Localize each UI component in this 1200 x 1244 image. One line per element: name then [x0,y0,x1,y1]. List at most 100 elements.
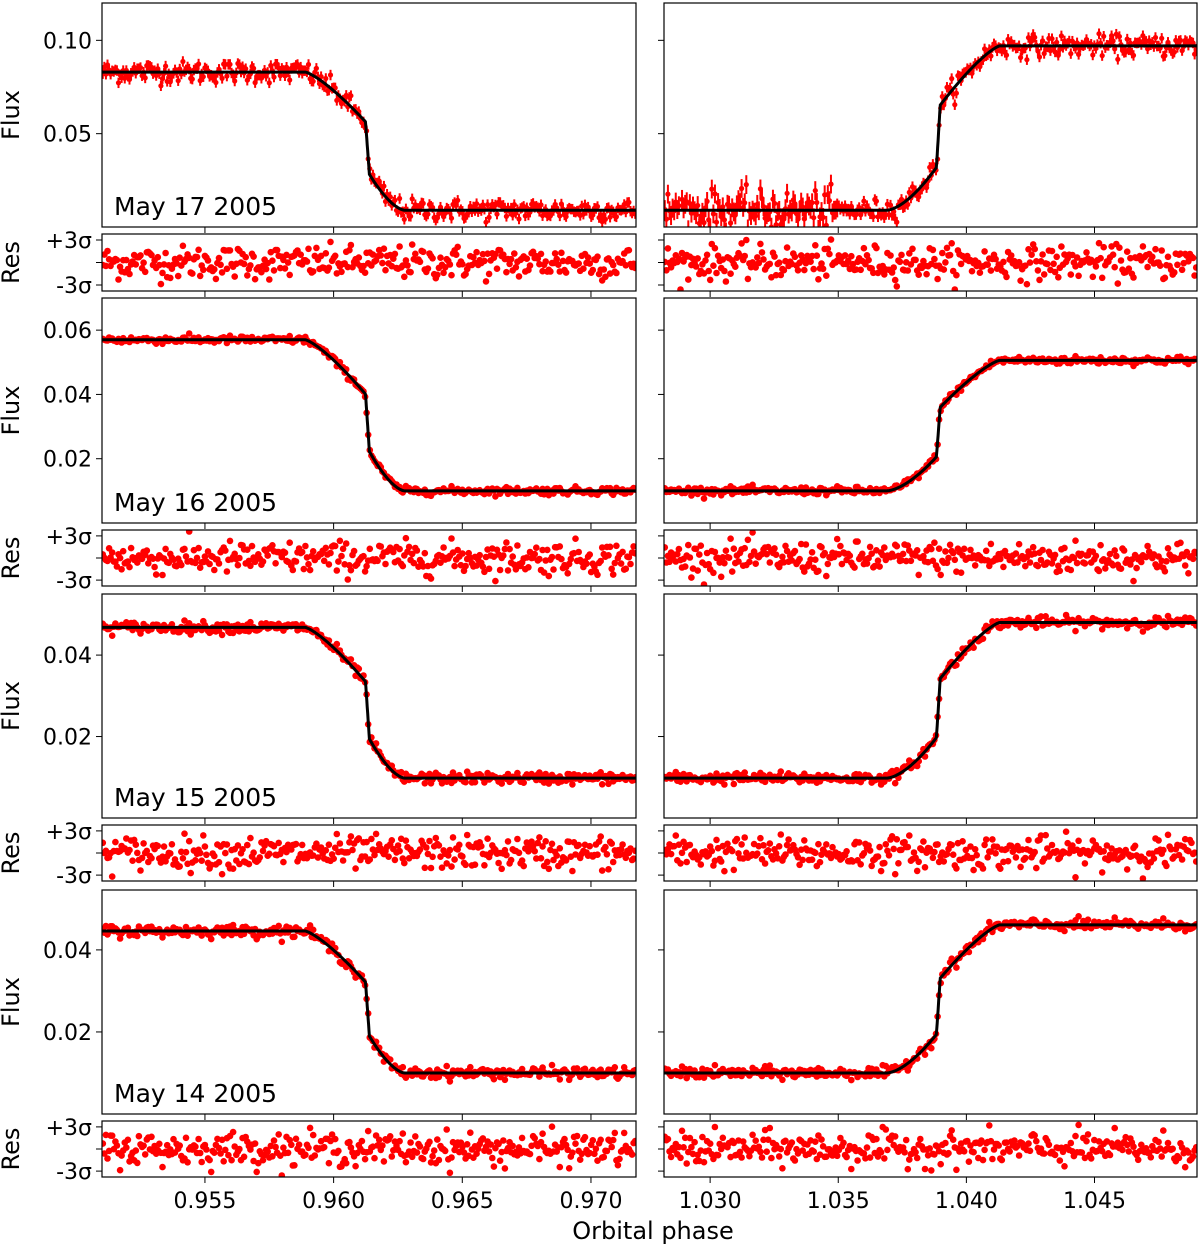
residual-point [404,262,411,269]
residual-point [1031,245,1038,253]
residual-point [1161,568,1169,575]
residual-point [1167,846,1175,853]
data-point [420,200,426,206]
residual-point [270,842,278,850]
residual-point [929,246,937,254]
data-point [613,214,620,220]
residual-point [344,263,352,271]
residual-point [1070,554,1078,562]
residual-point [1017,277,1024,285]
residual-point [234,842,242,849]
residual-point [1174,261,1181,269]
data-point [700,495,708,502]
residual-point [782,851,789,858]
residual-point [1192,264,1197,271]
residual-point [764,847,772,854]
residual-point [957,260,965,268]
residual-point [1000,563,1007,571]
residual-point [934,841,941,848]
residual-point [752,560,759,567]
residual-point [617,560,625,567]
residual-point [928,545,935,553]
residual-point [812,849,819,857]
residual-point [322,250,330,257]
residual-point [553,852,560,859]
residual-point [366,856,374,863]
residual-point [523,554,531,561]
residual-point [717,858,725,865]
data-point [1171,49,1177,55]
residual-point [281,549,289,556]
residual-point [942,548,949,555]
residual-point [1040,271,1048,278]
residual-point [504,838,512,845]
data-point [753,213,759,219]
residual-point [837,542,844,550]
residual-point [1192,858,1197,865]
residual-point [427,864,435,872]
residual-point [174,272,182,280]
residual-point [115,276,122,283]
residual-point [203,851,210,859]
data-point [678,240,683,245]
residual-point [1051,268,1059,276]
residual-point [631,550,636,557]
residual-point [808,549,816,556]
residual-point [852,266,860,273]
residual-point [443,860,451,867]
residual-point [212,275,220,283]
residual-point [222,849,229,857]
residual-point [198,857,205,864]
residual-point [827,236,835,243]
residual-point [783,244,791,251]
residual-point [558,555,565,563]
residual-point [888,833,896,840]
residual-point [270,267,278,274]
data-point [485,202,491,208]
flux-axes-frame [663,2,1198,228]
residual-point [426,837,433,845]
residual-point [887,252,894,259]
residual-point [898,251,905,259]
data-point [483,219,489,225]
data-point [251,65,257,71]
data-point [686,227,691,232]
residual-point [454,243,462,251]
residual-point [1163,558,1170,565]
panel-row-2: 0.02 0.04 0.06 Flux May 16 2005 +3σ -3σ Res [0,297,1198,594]
residual-point [305,560,312,568]
residual-point [727,535,734,542]
residual-point [791,253,799,261]
residual-point [269,257,276,265]
residual-point [680,838,687,846]
data-point [828,181,834,187]
residual-point [630,543,636,550]
residual-point [289,566,297,574]
residual-point [485,565,493,573]
residual-point [251,275,259,283]
residual-point [509,553,516,560]
data-point [243,66,249,72]
residual-point [512,264,520,271]
residual-point [565,838,573,846]
data-point [676,203,682,209]
residual-point [609,858,617,866]
residual-point [331,542,339,550]
residual-point [1109,251,1117,258]
residual-point [799,856,806,864]
residual-point [823,272,830,280]
residual-point [347,566,355,574]
residual-point [943,850,951,858]
data-point [873,198,880,204]
residual-point [1144,542,1151,550]
residual-point [459,260,466,268]
data-point [569,781,576,788]
residual-point [379,259,386,267]
residual-point [580,265,587,273]
flux-axis-label: Flux [0,386,25,436]
residual-point [309,548,317,555]
data-point [861,198,867,204]
data-point [397,195,403,202]
data-point [580,211,587,217]
residual-point [507,255,515,263]
